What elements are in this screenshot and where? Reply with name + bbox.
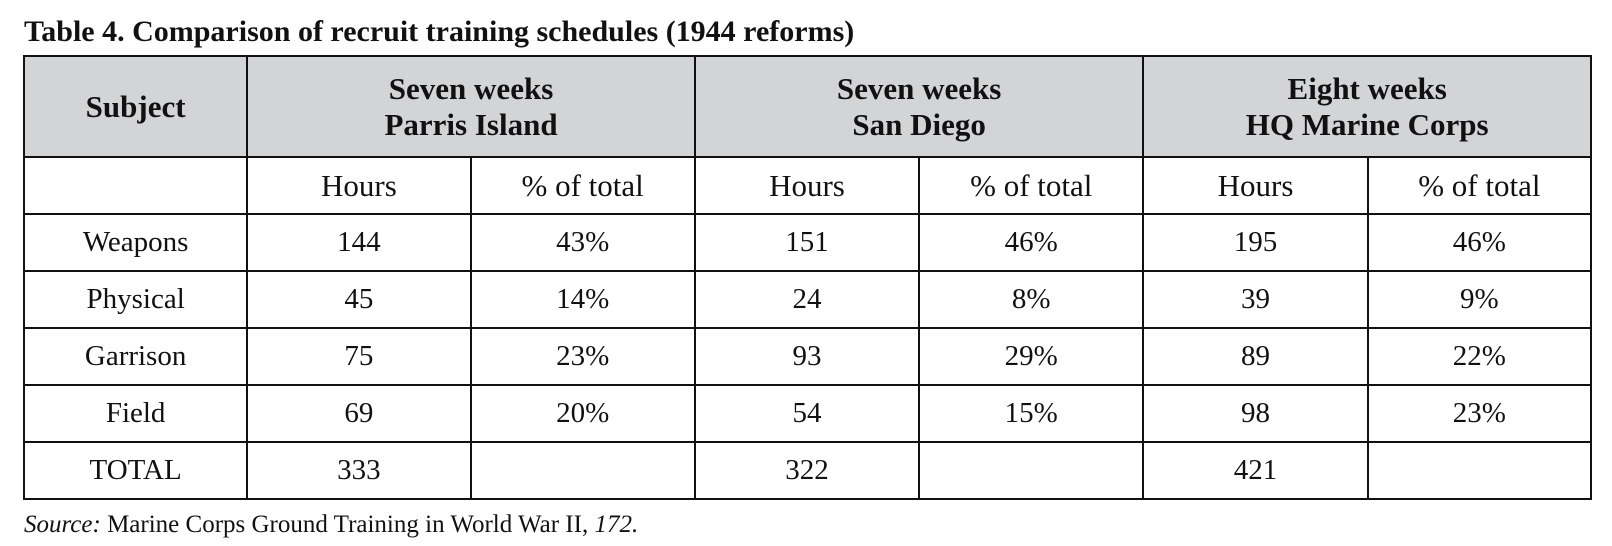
hours-cell: 45 (246, 270, 472, 329)
group-header-parris-island: Seven weeks Parris Island (246, 55, 696, 158)
hours-header: Hours (246, 156, 472, 215)
pct-cell (918, 441, 1145, 500)
table-row: Garrison 75 23% 93 29% 89 22% (22, 327, 1593, 386)
pct-cell: 15% (918, 384, 1145, 443)
hours-cell: 39 (1142, 270, 1369, 329)
hours-cell: 151 (693, 213, 921, 272)
group-header-san-diego: Seven weeks San Diego (693, 55, 1145, 158)
table-row-total: TOTAL 333 322 421 (22, 441, 1593, 500)
hours-header: Hours (693, 156, 921, 215)
pct-cell (1366, 441, 1593, 500)
pct-cell: 23% (1366, 384, 1593, 443)
pct-cell: 29% (918, 327, 1145, 386)
training-schedule-table: Subject Seven weeks Parris Island Seven … (22, 55, 1593, 500)
pct-cell: 23% (469, 327, 696, 386)
pct-cell: 46% (918, 213, 1145, 272)
subject-cell: TOTAL (22, 441, 249, 500)
pct-header: % of total (918, 156, 1145, 215)
subject-cell: Garrison (22, 327, 249, 386)
table-caption: Table 4. Comparison of recruit training … (24, 15, 855, 48)
sub-header-row: Hours % of total Hours % of total Hours … (22, 156, 1593, 215)
group-header-line2: HQ Marine Corps (1245, 106, 1489, 142)
hours-cell: 322 (693, 441, 921, 500)
pct-cell: 14% (469, 270, 696, 329)
group-header-line2: Parris Island (384, 106, 558, 142)
pct-cell: 20% (469, 384, 696, 443)
hours-cell: 69 (246, 384, 472, 443)
hours-cell: 333 (246, 441, 472, 500)
hours-cell: 98 (1142, 384, 1369, 443)
pct-cell: 43% (469, 213, 696, 272)
pct-cell: 22% (1366, 327, 1593, 386)
pct-header: % of total (1366, 156, 1593, 215)
hours-cell: 421 (1142, 441, 1369, 500)
hours-cell: 54 (693, 384, 921, 443)
table-row: Weapons 144 43% 151 46% 195 46% (22, 213, 1593, 272)
subject-cell: Physical (22, 270, 249, 329)
pct-header: % of total (469, 156, 696, 215)
pct-cell: 46% (1366, 213, 1593, 272)
table-row: Field 69 20% 54 15% 98 23% (22, 384, 1593, 443)
hours-cell: 24 (693, 270, 921, 329)
hours-cell: 93 (693, 327, 921, 386)
subject-header: Subject (22, 55, 249, 158)
subject-cell: Field (22, 384, 249, 443)
hours-cell: 195 (1142, 213, 1369, 272)
pct-cell: 9% (1366, 270, 1593, 329)
source-page: 172. (594, 511, 639, 538)
group-header-row: Subject Seven weeks Parris Island Seven … (22, 55, 1592, 158)
source-note: Source: Marine Corps Ground Training in … (24, 510, 638, 540)
pct-cell: 8% (918, 270, 1145, 329)
source-text: Marine Corps Ground Training in World Wa… (100, 511, 595, 538)
subject-cell: Weapons (22, 213, 249, 272)
hours-cell: 89 (1142, 327, 1369, 386)
group-header-line1: Seven weeks (836, 70, 1002, 106)
group-header-hq-marine-corps: Eight weeks HQ Marine Corps (1142, 55, 1592, 158)
pct-cell (469, 441, 696, 500)
hours-cell: 75 (246, 327, 472, 386)
group-header-line2: San Diego (852, 106, 986, 142)
hours-cell: 144 (246, 213, 472, 272)
empty-cell (22, 156, 249, 215)
group-header-line1: Seven weeks (388, 70, 554, 106)
hours-header: Hours (1142, 156, 1369, 215)
source-label: Source: (24, 511, 101, 538)
group-header-line1: Eight weeks (1287, 70, 1447, 106)
table-row: Physical 45 14% 24 8% 39 9% (22, 270, 1593, 329)
